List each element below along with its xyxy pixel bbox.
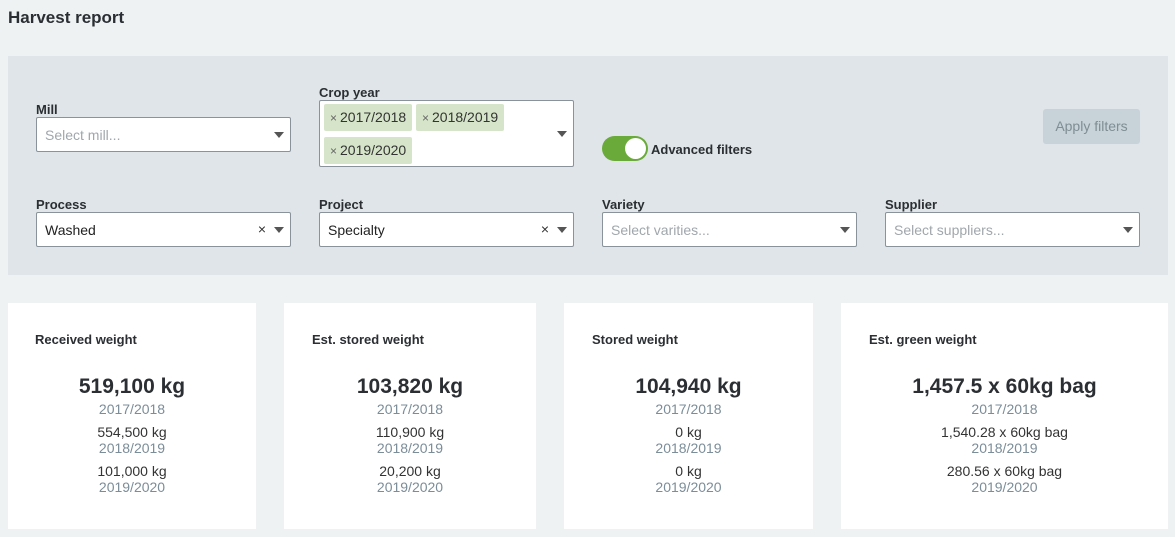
- crop-year-chip[interactable]: × 2018/2019: [416, 104, 505, 131]
- variety-select[interactable]: Select varities...: [602, 212, 857, 247]
- mill-select[interactable]: Select mill...: [36, 117, 291, 152]
- supplier-select[interactable]: Select suppliers...: [885, 212, 1140, 247]
- stored-weight-card: Stored weight 104,940 kg 2017/2018 0 kg …: [564, 303, 813, 529]
- mill-label: Mill: [36, 102, 58, 117]
- apply-filters-button[interactable]: Apply filters: [1043, 109, 1140, 144]
- clear-icon[interactable]: ×: [257, 221, 266, 237]
- card-main-value: 104,940 kg: [635, 375, 742, 398]
- card-row-value: 280.56 x 60kg bag: [946, 463, 1063, 479]
- chip-remove-icon[interactable]: ×: [422, 111, 430, 125]
- chevron-down-icon[interactable]: [557, 227, 567, 233]
- advanced-filters-label: Advanced filters: [651, 142, 753, 157]
- card-title: Received weight: [35, 332, 137, 347]
- process-select[interactable]: Washed ×: [36, 212, 291, 247]
- chip-remove-icon[interactable]: ×: [330, 111, 338, 125]
- card-main-year: 2017/2018: [971, 401, 1038, 417]
- card-title: Stored weight: [592, 332, 678, 347]
- chevron-down-icon[interactable]: [274, 227, 284, 233]
- card-row-year: 2018/2019: [655, 440, 722, 456]
- project-label: Project: [319, 197, 364, 212]
- mill-placeholder: Select mill...: [45, 127, 121, 143]
- filter-panel: Mill Select mill... Crop year × 2017/2018…: [8, 56, 1168, 275]
- project-value: Specialty: [328, 222, 385, 238]
- supplier-placeholder: Select suppliers...: [894, 222, 1005, 238]
- received-weight-card: Received weight 519,100 kg 2017/2018 554…: [8, 303, 256, 529]
- card-row-value: 0 kg: [675, 424, 702, 440]
- card-row-value: 1,540.28 x 60kg bag: [941, 424, 1068, 440]
- card-title: Est. green weight: [869, 332, 977, 347]
- page-title: Harvest report: [8, 8, 125, 27]
- est-green-weight-card: Est. green weight 1,457.5 x 60kg bag 201…: [841, 303, 1168, 529]
- card-title: Est. stored weight: [312, 332, 424, 347]
- card-row-year: 2018/2019: [376, 440, 444, 456]
- chevron-down-icon[interactable]: [274, 132, 284, 138]
- crop-year-label: Crop year: [319, 85, 380, 100]
- chip-label: 2018/2019: [432, 109, 499, 125]
- card-main-value: 519,100 kg: [78, 375, 186, 398]
- process-label: Process: [36, 197, 87, 212]
- card-main-year: 2017/2018: [98, 401, 166, 417]
- chip-remove-icon[interactable]: ×: [330, 144, 338, 158]
- card-main-year: 2017/2018: [376, 401, 444, 417]
- card-row-year: 2019/2020: [971, 479, 1038, 495]
- advanced-filters-toggle[interactable]: [602, 136, 648, 161]
- card-main-value: 1,457.5 x 60kg bag: [912, 375, 1097, 398]
- card-row-year: 2019/2020: [655, 479, 722, 495]
- card-row-year: 2018/2019: [98, 440, 166, 456]
- card-row-year: 2018/2019: [971, 440, 1038, 456]
- crop-year-multiselect[interactable]: × 2017/2018 × 2018/2019 × 2019/2020: [319, 100, 574, 167]
- variety-label: Variety: [602, 197, 645, 212]
- variety-placeholder: Select varities...: [611, 222, 710, 238]
- chevron-down-icon[interactable]: [1123, 227, 1133, 233]
- toggle-knob: [625, 138, 646, 159]
- supplier-label: Supplier: [885, 197, 938, 212]
- card-row-year: 2019/2020: [376, 479, 444, 495]
- crop-year-chip[interactable]: × 2019/2020: [324, 137, 413, 164]
- clear-icon[interactable]: ×: [540, 221, 549, 237]
- process-value: Washed: [45, 222, 96, 238]
- card-main-year: 2017/2018: [655, 401, 722, 417]
- chevron-down-icon[interactable]: [557, 131, 567, 137]
- card-row-year: 2019/2020: [98, 479, 166, 495]
- chip-label: 2019/2020: [340, 142, 407, 158]
- crop-year-chip[interactable]: × 2017/2018: [324, 104, 413, 131]
- card-row-value: 0 kg: [675, 463, 702, 479]
- est-stored-weight-card: Est. stored weight 103,820 kg 2017/2018 …: [284, 303, 536, 529]
- chevron-down-icon[interactable]: [840, 227, 850, 233]
- project-select[interactable]: Specialty ×: [319, 212, 574, 247]
- card-row-value: 110,900 kg: [375, 424, 445, 440]
- chip-label: 2017/2018: [340, 109, 407, 125]
- card-row-value: 20,200 kg: [379, 463, 441, 479]
- card-row-value: 101,000 kg: [97, 463, 167, 479]
- card-row-value: 554,500 kg: [97, 424, 167, 440]
- card-main-value: 103,820 kg: [356, 375, 464, 398]
